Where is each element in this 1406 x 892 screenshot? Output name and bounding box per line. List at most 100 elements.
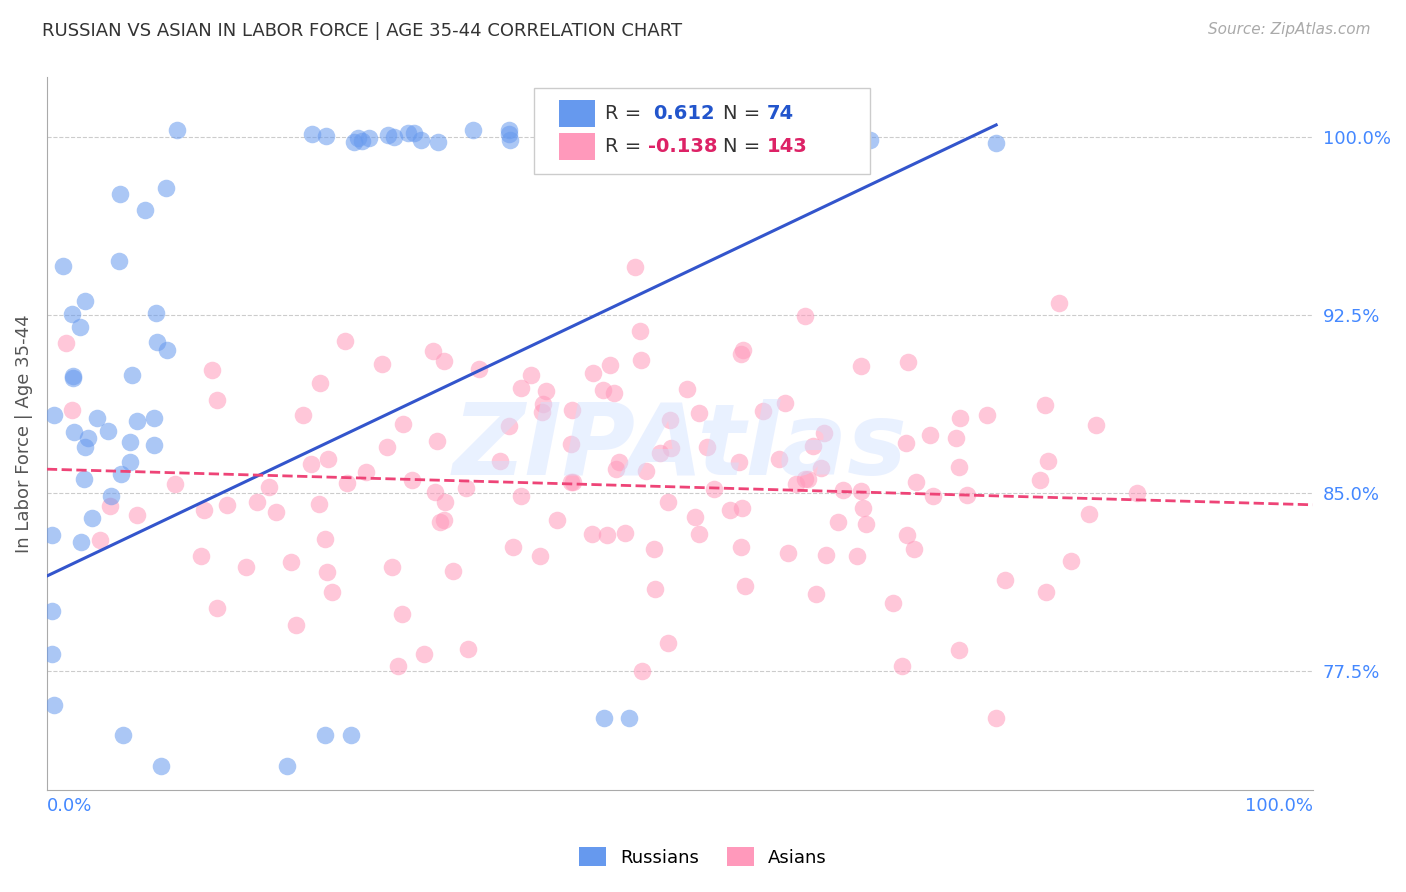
Point — [659, 442, 682, 456]
Point — [429, 516, 451, 530]
Point — [607, 455, 630, 469]
Point — [603, 386, 626, 401]
Point — [166, 123, 188, 137]
Point — [402, 126, 425, 140]
Point — [489, 454, 512, 468]
Point — [163, 476, 186, 491]
Point — [832, 483, 855, 497]
Point — [86, 411, 108, 425]
Point — [315, 128, 337, 143]
Point — [264, 505, 287, 519]
Point — [55, 336, 77, 351]
Point — [100, 488, 122, 502]
Point — [768, 452, 790, 467]
Point — [696, 440, 718, 454]
Point — [643, 541, 665, 556]
Text: N =: N = — [723, 137, 766, 156]
Point — [531, 397, 554, 411]
Point — [108, 253, 131, 268]
Point — [574, 137, 596, 152]
Point — [309, 376, 332, 391]
Point — [343, 136, 366, 150]
Point — [97, 424, 120, 438]
Legend: Russians, Asians: Russians, Asians — [572, 840, 834, 874]
Point — [849, 484, 872, 499]
Point — [321, 585, 343, 599]
Point — [62, 425, 84, 439]
Point — [605, 133, 627, 147]
FancyBboxPatch shape — [560, 133, 595, 160]
Point — [1060, 554, 1083, 568]
Text: ZIPAtlas: ZIPAtlas — [453, 400, 907, 496]
Point — [125, 508, 148, 523]
Point — [815, 549, 838, 563]
Point — [391, 607, 413, 622]
Point — [316, 565, 339, 579]
Point — [41, 527, 63, 541]
Point — [986, 136, 1008, 151]
Point — [657, 636, 679, 650]
Point — [731, 343, 754, 358]
Point — [676, 383, 699, 397]
Point — [688, 527, 710, 541]
Point — [357, 131, 380, 145]
Point — [301, 127, 323, 141]
Point — [120, 435, 142, 450]
Point — [314, 728, 336, 742]
Point — [423, 485, 446, 500]
Point — [794, 310, 817, 324]
Point — [352, 134, 374, 148]
Point — [1085, 418, 1108, 433]
Point — [1033, 398, 1056, 412]
Point — [409, 133, 432, 147]
Point — [62, 368, 84, 383]
Point — [634, 464, 657, 478]
Point — [718, 502, 741, 516]
Point — [945, 432, 967, 446]
Point — [852, 500, 875, 515]
Point — [534, 384, 557, 398]
Point — [778, 546, 800, 560]
Point — [77, 431, 100, 445]
Point — [896, 528, 918, 542]
Point — [382, 130, 405, 145]
Point — [581, 527, 603, 541]
Point — [69, 319, 91, 334]
Point — [80, 510, 103, 524]
Point — [546, 513, 568, 527]
Point — [922, 489, 945, 503]
Point — [52, 260, 75, 274]
Point — [855, 517, 877, 532]
Point — [1078, 507, 1101, 521]
Y-axis label: In Labor Force | Age 35-44: In Labor Force | Age 35-44 — [15, 314, 32, 553]
Point — [70, 535, 93, 549]
Point — [730, 541, 752, 555]
Point — [657, 495, 679, 509]
Point — [111, 728, 134, 742]
Point — [246, 494, 269, 508]
Point — [434, 495, 457, 509]
Text: R =: R = — [605, 103, 648, 122]
Point — [605, 461, 627, 475]
Point — [461, 122, 484, 136]
Point — [785, 477, 807, 491]
Point — [125, 415, 148, 429]
Point — [60, 403, 83, 417]
Point — [948, 643, 970, 657]
Point — [734, 579, 756, 593]
Point — [73, 472, 96, 486]
Point — [205, 392, 228, 407]
Point — [820, 128, 842, 143]
Point — [142, 438, 165, 452]
Point — [285, 617, 308, 632]
Point — [387, 658, 409, 673]
Text: 143: 143 — [768, 137, 808, 156]
Text: Source: ZipAtlas.com: Source: ZipAtlas.com — [1208, 22, 1371, 37]
Point — [276, 759, 298, 773]
Point — [904, 475, 927, 490]
Point — [314, 532, 336, 546]
Point — [205, 601, 228, 615]
Point — [560, 475, 582, 490]
Point — [62, 371, 84, 385]
Point — [630, 664, 652, 678]
